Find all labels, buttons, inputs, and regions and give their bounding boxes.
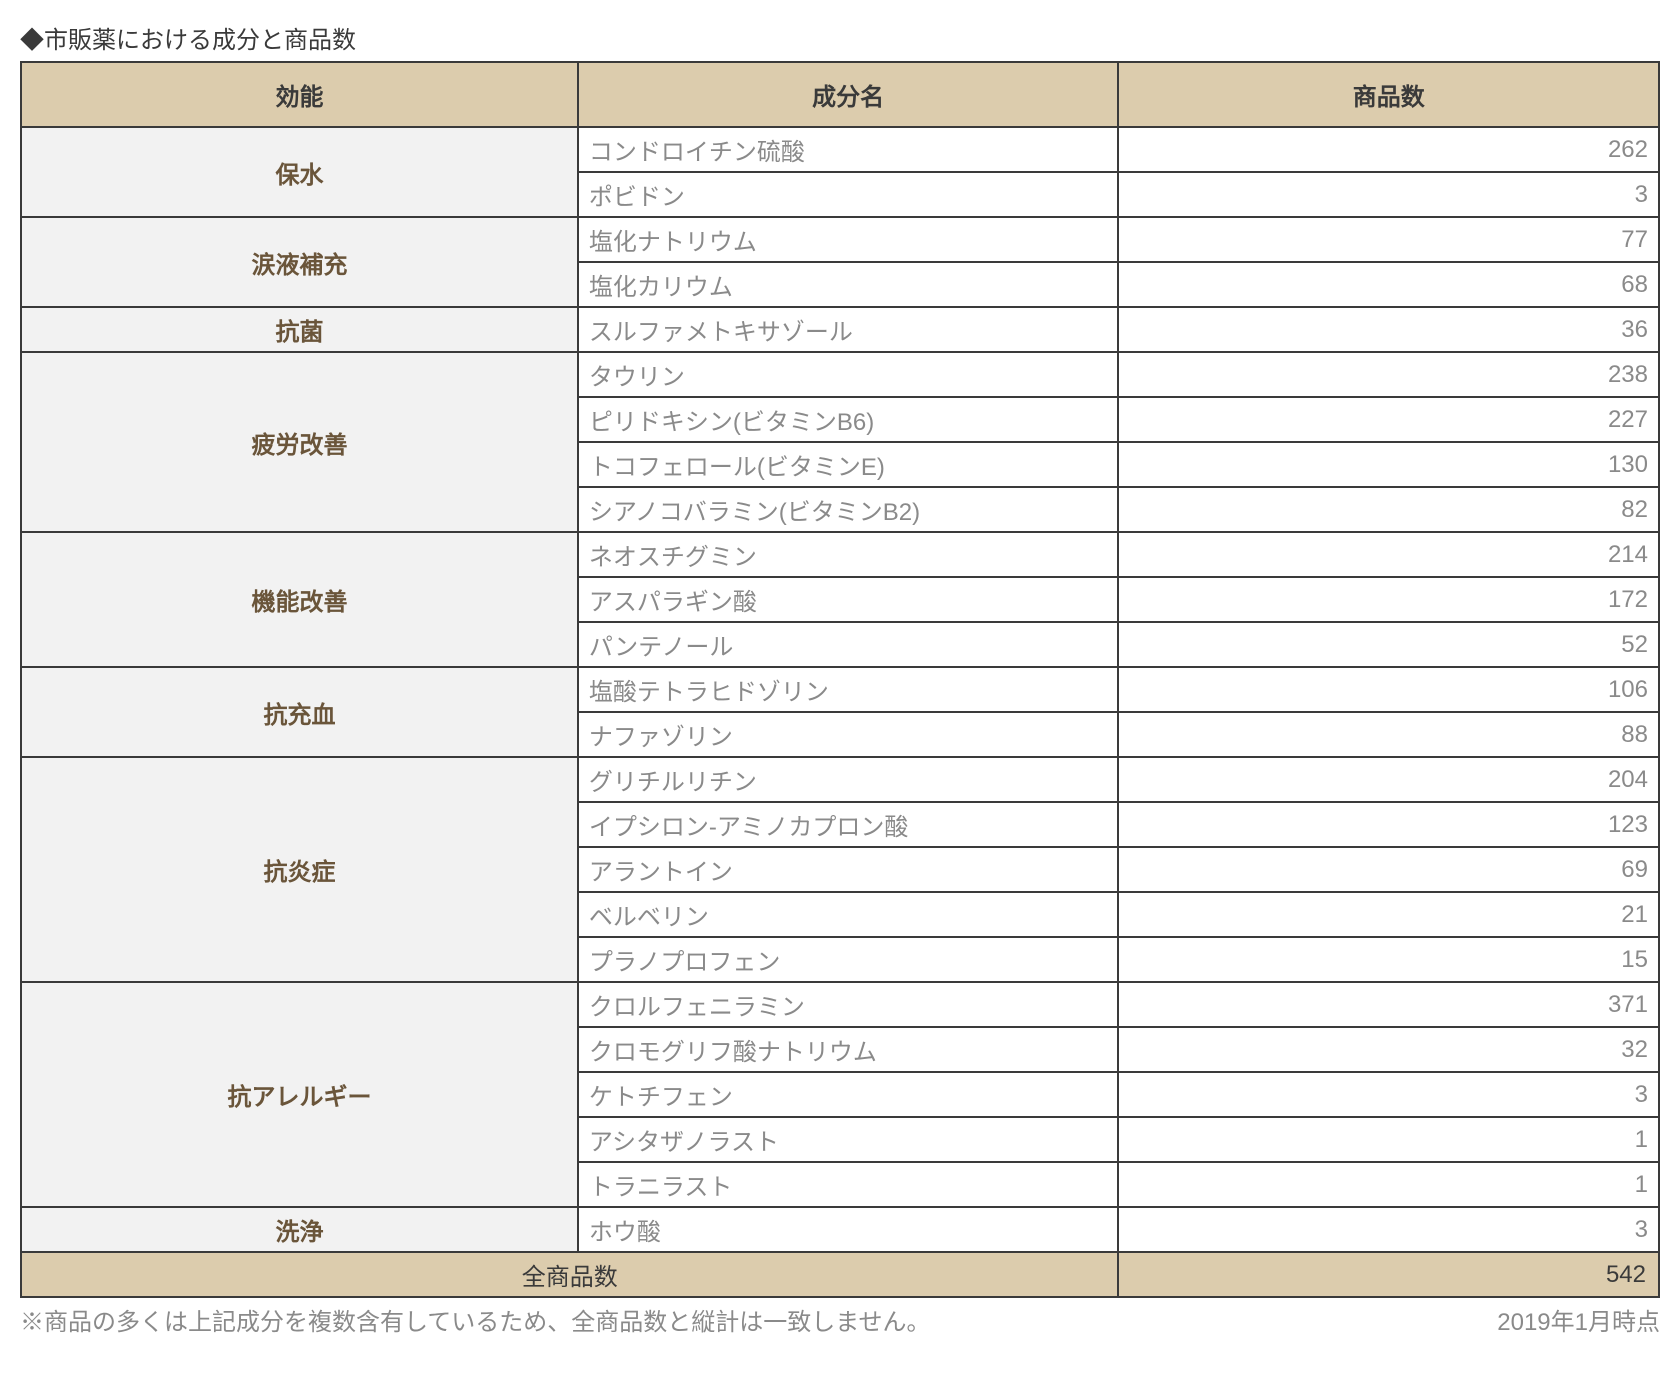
category-cell: 機能改善 [21,532,578,667]
category-cell: 抗炎症 [21,757,578,982]
ingredient-cell: ピリドキシン(ビタミンB6) [578,397,1119,442]
table-row: 抗菌スルファメトキサゾール36 [21,307,1659,352]
count-cell: 21 [1118,892,1659,937]
footer: ※商品の多くは上記成分を複数含有しているため、全商品数と縦計は一致しません。 2… [20,1302,1660,1337]
count-cell: 3 [1118,1072,1659,1117]
count-cell: 69 [1118,847,1659,892]
count-cell: 82 [1118,487,1659,532]
count-cell: 106 [1118,667,1659,712]
ingredient-cell: グリチルリチン [578,757,1119,802]
ingredient-cell: スルファメトキサゾール [578,307,1119,352]
count-cell: 52 [1118,622,1659,667]
ingredient-cell: アスパラギン酸 [578,577,1119,622]
ingredient-cell: 塩化カリウム [578,262,1119,307]
count-cell: 3 [1118,172,1659,217]
ingredient-cell: ベルベリン [578,892,1119,937]
count-cell: 36 [1118,307,1659,352]
count-cell: 88 [1118,712,1659,757]
table-row: 抗充血塩酸テトラヒドゾリン106 [21,667,1659,712]
ingredient-cell: トコフェロール(ビタミンE) [578,442,1119,487]
count-cell: 238 [1118,352,1659,397]
count-cell: 262 [1118,127,1659,172]
count-cell: 3 [1118,1207,1659,1252]
count-cell: 68 [1118,262,1659,307]
count-cell: 130 [1118,442,1659,487]
ingredient-cell: ケトチフェン [578,1072,1119,1117]
category-cell: 疲労改善 [21,352,578,532]
category-cell: 洗浄 [21,1207,578,1252]
ingredient-cell: ホウ酸 [578,1207,1119,1252]
table-header-row: 効能 成分名 商品数 [21,62,1659,127]
table-row: 抗炎症グリチルリチン204 [21,757,1659,802]
table-row: 洗浄ホウ酸3 [21,1207,1659,1252]
category-cell: 抗アレルギー [21,982,578,1207]
ingredient-cell: ポビドン [578,172,1119,217]
ingredient-cell: パンテノール [578,622,1119,667]
count-cell: 214 [1118,532,1659,577]
count-cell: 1 [1118,1162,1659,1207]
count-cell: 32 [1118,1027,1659,1072]
table-row: 涙液補充塩化ナトリウム77 [21,217,1659,262]
category-cell: 抗菌 [21,307,578,352]
count-cell: 123 [1118,802,1659,847]
category-cell: 涙液補充 [21,217,578,307]
page-title: ◆市販薬における成分と商品数 [20,20,1660,55]
ingredient-cell: クロモグリフ酸ナトリウム [578,1027,1119,1072]
table-row: 機能改善ネオスチグミン214 [21,532,1659,577]
count-cell: 371 [1118,982,1659,1027]
ingredient-cell: クロルフェニラミン [578,982,1119,1027]
table-row: 疲労改善タウリン238 [21,352,1659,397]
count-cell: 172 [1118,577,1659,622]
ingredient-cell: ネオスチグミン [578,532,1119,577]
col-header-ingredient: 成分名 [578,62,1119,127]
total-value: 542 [1118,1252,1659,1297]
category-cell: 保水 [21,127,578,217]
ingredient-cell: アラントイン [578,847,1119,892]
table-row: 保水コンドロイチン硫酸262 [21,127,1659,172]
ingredient-cell: アシタザノラスト [578,1117,1119,1162]
ingredient-cell: プラノプロフェン [578,937,1119,982]
count-cell: 204 [1118,757,1659,802]
ingredient-cell: 塩化ナトリウム [578,217,1119,262]
ingredient-cell: ナファゾリン [578,712,1119,757]
ingredient-cell: シアノコバラミン(ビタミンB2) [578,487,1119,532]
footnote: ※商品の多くは上記成分を複数含有しているため、全商品数と縦計は一致しません。 [20,1302,931,1337]
category-cell: 抗充血 [21,667,578,757]
ingredient-cell: トラニラスト [578,1162,1119,1207]
total-label: 全商品数 [21,1252,1118,1297]
total-row: 全商品数542 [21,1252,1659,1297]
count-cell: 77 [1118,217,1659,262]
ingredient-cell: イプシロン-アミノカプロン酸 [578,802,1119,847]
count-cell: 227 [1118,397,1659,442]
ingredient-cell: タウリン [578,352,1119,397]
count-cell: 1 [1118,1117,1659,1162]
ingredient-cell: 塩酸テトラヒドゾリン [578,667,1119,712]
ingredient-cell: コンドロイチン硫酸 [578,127,1119,172]
col-header-effect: 効能 [21,62,578,127]
as-of-date: 2019年1月時点 [1497,1302,1660,1337]
count-cell: 15 [1118,937,1659,982]
ingredients-table: 効能 成分名 商品数 保水コンドロイチン硫酸262ポビドン3涙液補充塩化ナトリウ… [20,61,1660,1298]
table-row: 抗アレルギークロルフェニラミン371 [21,982,1659,1027]
col-header-count: 商品数 [1118,62,1659,127]
